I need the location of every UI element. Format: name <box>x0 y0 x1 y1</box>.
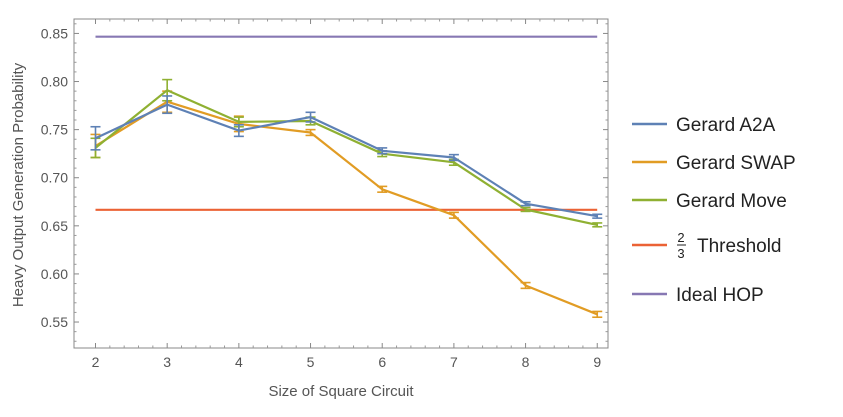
legend-fraction-denominator: 3 <box>677 246 684 261</box>
error-bar <box>305 128 316 137</box>
x-tick-label: 7 <box>450 354 458 370</box>
legend-item: Gerard Move <box>632 191 787 212</box>
x-tick-label: 5 <box>307 354 315 370</box>
error-bar <box>592 213 603 219</box>
x-tick-label: 3 <box>163 354 171 370</box>
series-line <box>94 89 598 226</box>
error-bar <box>448 153 459 162</box>
error-bar <box>592 310 603 319</box>
y-axis-label: Heavy Output Generation Probability <box>10 62 27 307</box>
x-tick-label: 2 <box>92 354 100 370</box>
x-tick-label: 6 <box>378 354 386 370</box>
y-tick-label: 0.70 <box>41 170 68 186</box>
axis-ticks: 0.55 0.60 0.65 0.70 0.75 0.80 0.85 2 3 4 5 6 7 8 9 <box>41 19 608 370</box>
error-bar <box>377 147 388 155</box>
error-bar <box>90 125 101 151</box>
legend: Gerard A2A Gerard SWAP Gerard Move 23 Thresh… <box>632 115 796 306</box>
y-tick-label: 0.75 <box>41 122 68 138</box>
error-bar <box>233 124 244 138</box>
error-bar <box>448 211 459 219</box>
series-line <box>94 100 598 316</box>
error-bar <box>520 206 531 213</box>
y-tick-label: 0.65 <box>41 218 68 234</box>
x-axis-label: Size of Square Circuit <box>268 383 414 400</box>
error-bar <box>305 111 316 123</box>
legend-label: Gerard SWAP <box>676 153 796 174</box>
series-line <box>95 103 598 218</box>
legend-item: Gerard SWAP <box>632 153 796 174</box>
legend-label: Ideal HOP <box>676 285 764 306</box>
legend-label: Threshold <box>697 236 782 257</box>
plot-border <box>73 18 609 349</box>
legend-label: Gerard A2A <box>676 115 776 136</box>
legend-fraction-numerator: 2 <box>677 230 684 245</box>
y-tick-label: 0.60 <box>41 266 68 282</box>
series-lines <box>90 35 603 319</box>
x-tick-label: 8 <box>522 354 530 370</box>
error-bar <box>592 222 603 228</box>
legend-item: 23 Threshold <box>632 230 782 261</box>
legend-label: Gerard Move <box>676 191 787 212</box>
plot-frame <box>73 18 609 349</box>
error-bar <box>520 281 531 290</box>
error-bar <box>520 200 531 207</box>
legend-item: Gerard A2A <box>632 115 776 136</box>
x-tick-label: 4 <box>235 354 243 370</box>
y-tick-label: 0.80 <box>41 74 68 90</box>
legend-item: Ideal HOP <box>632 285 764 306</box>
y-tick-label: 0.85 <box>41 25 68 41</box>
y-tick-label: 0.55 <box>41 314 68 330</box>
error-bar <box>162 95 173 115</box>
error-bar <box>377 185 388 193</box>
series-gerard-a2a <box>90 95 603 219</box>
x-tick-label: 9 <box>593 354 601 370</box>
